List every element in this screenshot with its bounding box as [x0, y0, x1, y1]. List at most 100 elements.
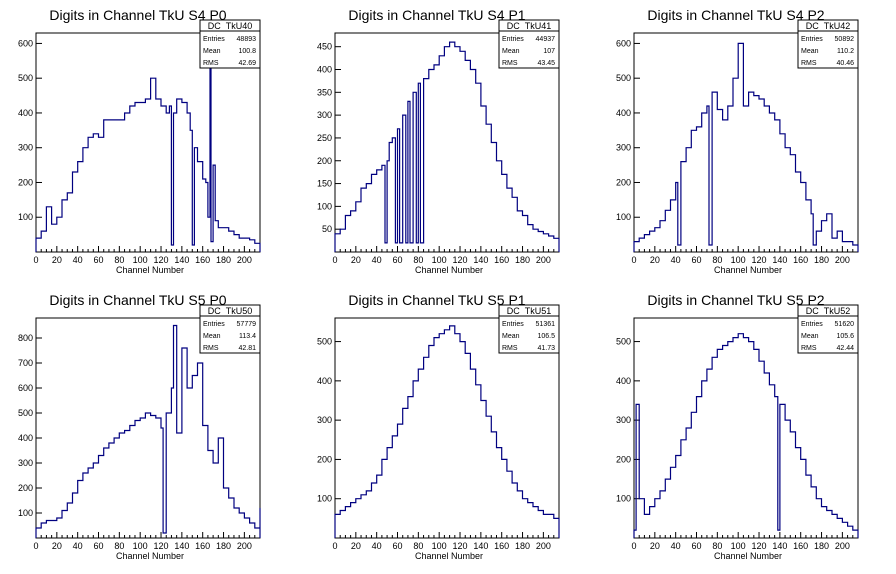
stats-box [199, 19, 261, 69]
x-tick-label: 140 [772, 255, 787, 265]
x-tick-label: 200 [536, 255, 551, 265]
x-tick-label: 20 [650, 255, 660, 265]
y-tick-label: 300 [616, 143, 631, 153]
stats-label: Mean [801, 48, 819, 55]
y-tick-label: 300 [317, 415, 332, 425]
x-tick-label: 80 [712, 255, 722, 265]
y-tick-label: 300 [18, 458, 33, 468]
histogram-series-line [334, 325, 560, 538]
stats-value: 50892 [835, 36, 855, 43]
plot-frame [35, 317, 261, 539]
x-tick-label: 60 [692, 255, 702, 265]
stats-label: Mean [502, 48, 520, 55]
y-tick-label: 100 [18, 212, 33, 222]
stats-value: 41.73 [537, 345, 555, 352]
y-tick-label: 500 [616, 337, 631, 347]
y-tick-label: 400 [317, 376, 332, 386]
x-tick-label: 160 [793, 255, 808, 265]
stats-value: 48893 [237, 36, 257, 43]
plot-frame [633, 317, 859, 539]
x-tick-label: 200 [237, 255, 252, 265]
x-tick-label: 20 [52, 255, 62, 265]
stats-value: 42.81 [238, 345, 256, 352]
stats-label: RMS [502, 345, 518, 352]
y-tick-label: 200 [616, 454, 631, 464]
stats-value: 107 [543, 48, 555, 55]
stats-label: Entries [203, 36, 225, 43]
histogram-panel: Digits in Channel TkU S5 P0 0 20 40 60 80 100 1… [18, 292, 261, 561]
x-tick-label: 40 [372, 541, 382, 551]
histogram-panel: Digits in Channel TkU S4 P1 0 20 40 60 80 100 1… [317, 7, 560, 275]
chart-title: Digits in Channel TkU S5 P1 [348, 292, 525, 308]
y-tick-label: 100 [616, 212, 631, 222]
x-tick-label: 100 [133, 255, 148, 265]
histogram-series-line [35, 324, 261, 538]
stats-value: 105.6 [836, 333, 854, 340]
x-tick-label: 140 [174, 255, 189, 265]
chart-title: Digits in Channel TkU S4 P2 [647, 7, 824, 23]
x-tick-label: 40 [73, 255, 83, 265]
x-tick-label: 200 [237, 541, 252, 551]
y-tick-label: 500 [317, 337, 332, 347]
stats-label: RMS [502, 60, 518, 67]
x-tick-label: 40 [73, 541, 83, 551]
y-tick-label: 200 [18, 177, 33, 187]
x-tick-label: 20 [351, 541, 361, 551]
x-tick-label: 120 [453, 255, 468, 265]
plot-frame [334, 32, 560, 253]
x-tick-label: 160 [195, 541, 210, 551]
x-tick-label: 180 [216, 255, 231, 265]
y-tick-label: 100 [317, 201, 332, 211]
x-tick-label: 160 [195, 255, 210, 265]
x-tick-label: 0 [332, 255, 337, 265]
histogram-series-line [35, 46, 261, 252]
y-tick-label: 300 [317, 110, 332, 120]
stats-box [498, 304, 560, 354]
x-tick-label: 140 [473, 255, 488, 265]
chart-title: Digits in Channel TkU S5 P2 [647, 292, 824, 308]
stats-value: 106.5 [537, 333, 555, 340]
stats-label: Mean [502, 333, 520, 340]
x-tick-label: 160 [494, 541, 509, 551]
y-tick-label: 100 [18, 508, 33, 518]
x-tick-label: 40 [372, 255, 382, 265]
y-tick-label: 400 [317, 65, 332, 75]
stats-name: DC_TkU42 [806, 21, 851, 31]
histogram-panel: Digits in Channel TkU S5 P1 0 20 40 60 80 100 1… [317, 292, 560, 561]
x-tick-label: 120 [154, 255, 169, 265]
histogram-panel: Digits in Channel TkU S4 P2 0 20 40 60 80 100 1… [616, 7, 859, 275]
stats-value: 110.2 [837, 48, 854, 55]
stats-box [498, 19, 560, 69]
x-tick-label: 160 [793, 541, 808, 551]
x-tick-label: 100 [432, 541, 447, 551]
y-tick-label: 600 [18, 383, 33, 393]
stats-value: 43.45 [537, 60, 555, 67]
stats-label: Entries [801, 321, 823, 328]
y-tick-label: 400 [18, 108, 33, 118]
x-tick-label: 100 [432, 255, 447, 265]
x-tick-label: 200 [536, 541, 551, 551]
x-tick-label: 140 [473, 541, 488, 551]
stats-name: DC_TkU41 [507, 21, 552, 31]
y-tick-label: 500 [18, 73, 33, 83]
stats-box [797, 304, 859, 354]
stats-label: Entries [502, 321, 524, 328]
stats-name: DC_TkU52 [806, 306, 851, 316]
y-tick-label: 250 [317, 133, 332, 143]
stats-label: RMS [801, 60, 817, 67]
y-tick-label: 400 [18, 433, 33, 443]
x-tick-label: 120 [752, 541, 767, 551]
x-tick-label: 140 [772, 541, 787, 551]
x-axis-label: Channel Number [116, 551, 184, 561]
y-tick-label: 200 [317, 156, 332, 166]
chart-title: Digits in Channel TkU S4 P0 [49, 7, 226, 23]
x-axis-label: Channel Number [714, 551, 782, 561]
x-tick-label: 60 [393, 541, 403, 551]
stats-value: 40.46 [836, 60, 854, 67]
stats-value: 113.4 [239, 333, 256, 340]
x-tick-label: 20 [351, 255, 361, 265]
y-tick-label: 700 [18, 358, 33, 368]
plot-frame [35, 32, 261, 253]
x-tick-label: 160 [494, 255, 509, 265]
